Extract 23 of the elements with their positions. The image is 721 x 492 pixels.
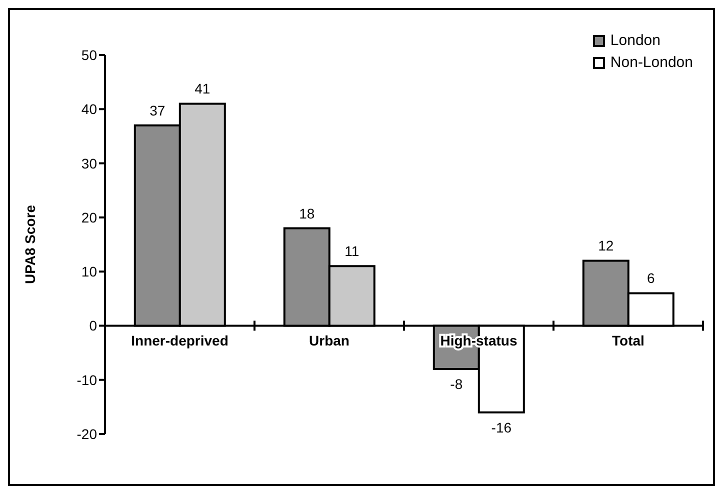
data-label: 37 bbox=[150, 102, 166, 118]
data-label: -8 bbox=[450, 376, 463, 392]
y-tick-label: 40 bbox=[81, 101, 98, 118]
data-label: -16 bbox=[491, 419, 512, 436]
data-label: 11 bbox=[344, 243, 360, 260]
y-tick-label: 20 bbox=[81, 209, 98, 226]
data-label: 6 bbox=[647, 270, 655, 286]
y-tick-label: -20 bbox=[76, 426, 98, 442]
y-tick-label: 0 bbox=[89, 318, 98, 334]
y-tick-label: 30 bbox=[81, 155, 98, 172]
data-label: 12 bbox=[598, 238, 614, 254]
y-tick-label: -10 bbox=[76, 372, 98, 388]
legend-label: London bbox=[609, 31, 662, 51]
data-label: 41 bbox=[194, 80, 210, 97]
x-tick-label: High-status bbox=[440, 332, 518, 349]
y-tick-label: 50 bbox=[81, 46, 98, 63]
x-tick-label: Total bbox=[612, 332, 644, 349]
legend-label: Non-London bbox=[609, 53, 693, 73]
x-tick-label: Urban bbox=[309, 332, 350, 349]
data-label: 18 bbox=[299, 205, 315, 222]
y-axis-title: UPA8 Score bbox=[22, 204, 38, 284]
y-tick-label: 10 bbox=[81, 264, 98, 280]
x-tick-label: Inner-deprived bbox=[131, 332, 228, 349]
